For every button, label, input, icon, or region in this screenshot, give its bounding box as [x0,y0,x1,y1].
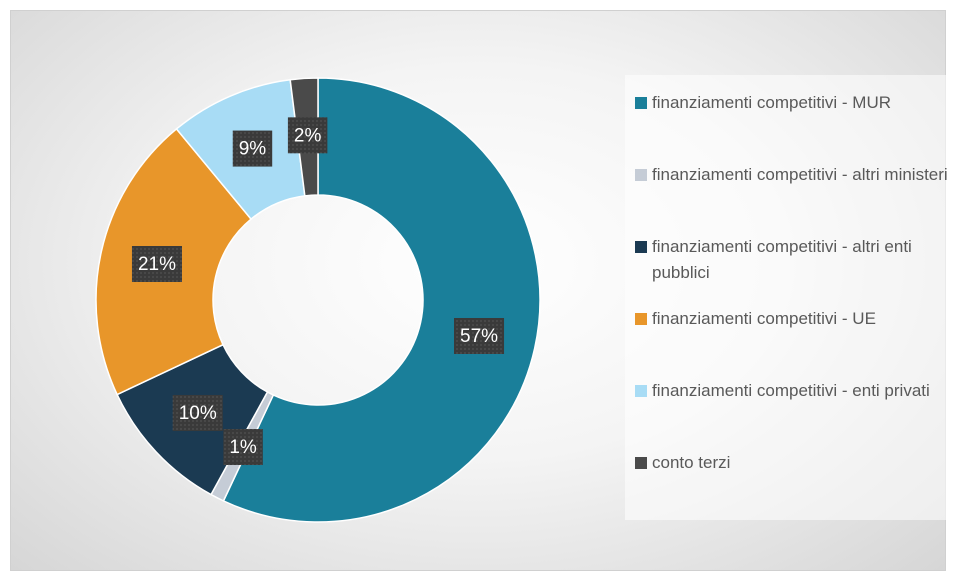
legend-entry: finanziamenti competitivi - MUR [635,90,955,116]
donut-slice [222,77,541,523]
data-label: 10% [179,403,217,424]
data-label: 2% [294,125,322,146]
data-label: 21% [138,254,176,275]
data-label: 9% [239,139,267,160]
legend-label: conto terzi [652,453,731,472]
legend-swatch [635,457,647,469]
legend-swatch [635,97,647,109]
legend-label: finanziamenti competitivi - altri minist… [652,165,948,184]
data-label-box [232,130,273,167]
data-label-box [454,317,505,354]
legend-swatch [635,241,647,253]
legend-entry: finanziamenti competitivi - altri minist… [635,162,955,188]
data-label-box [172,394,223,431]
data-label-box [131,246,182,283]
data-label: 1% [229,437,257,458]
data-label: 57% [460,326,498,347]
legend: finanziamenti competitivi - MUR finanziam… [625,75,955,520]
legend-label: finanziamenti competitivi - altri enti p… [652,237,912,282]
legend-label: finanziamenti competitivi - enti privati [652,381,930,400]
legend-swatch [635,313,647,325]
legend-swatch [635,385,647,397]
legend-swatch [635,169,647,181]
legend-label: finanziamenti competitivi - UE [652,309,876,328]
legend-label: finanziamenti competitivi - MUR [652,93,892,112]
legend-entry: finanziamenti competitivi - altri enti p… [635,234,955,286]
legend-entry: conto terzi [635,450,955,476]
legend-entry: finanziamenti competitivi - UE [635,306,955,332]
legend-entry: finanziamenti competitivi - enti privati [635,378,955,404]
data-label-box [287,117,328,154]
data-label-box [223,429,263,466]
